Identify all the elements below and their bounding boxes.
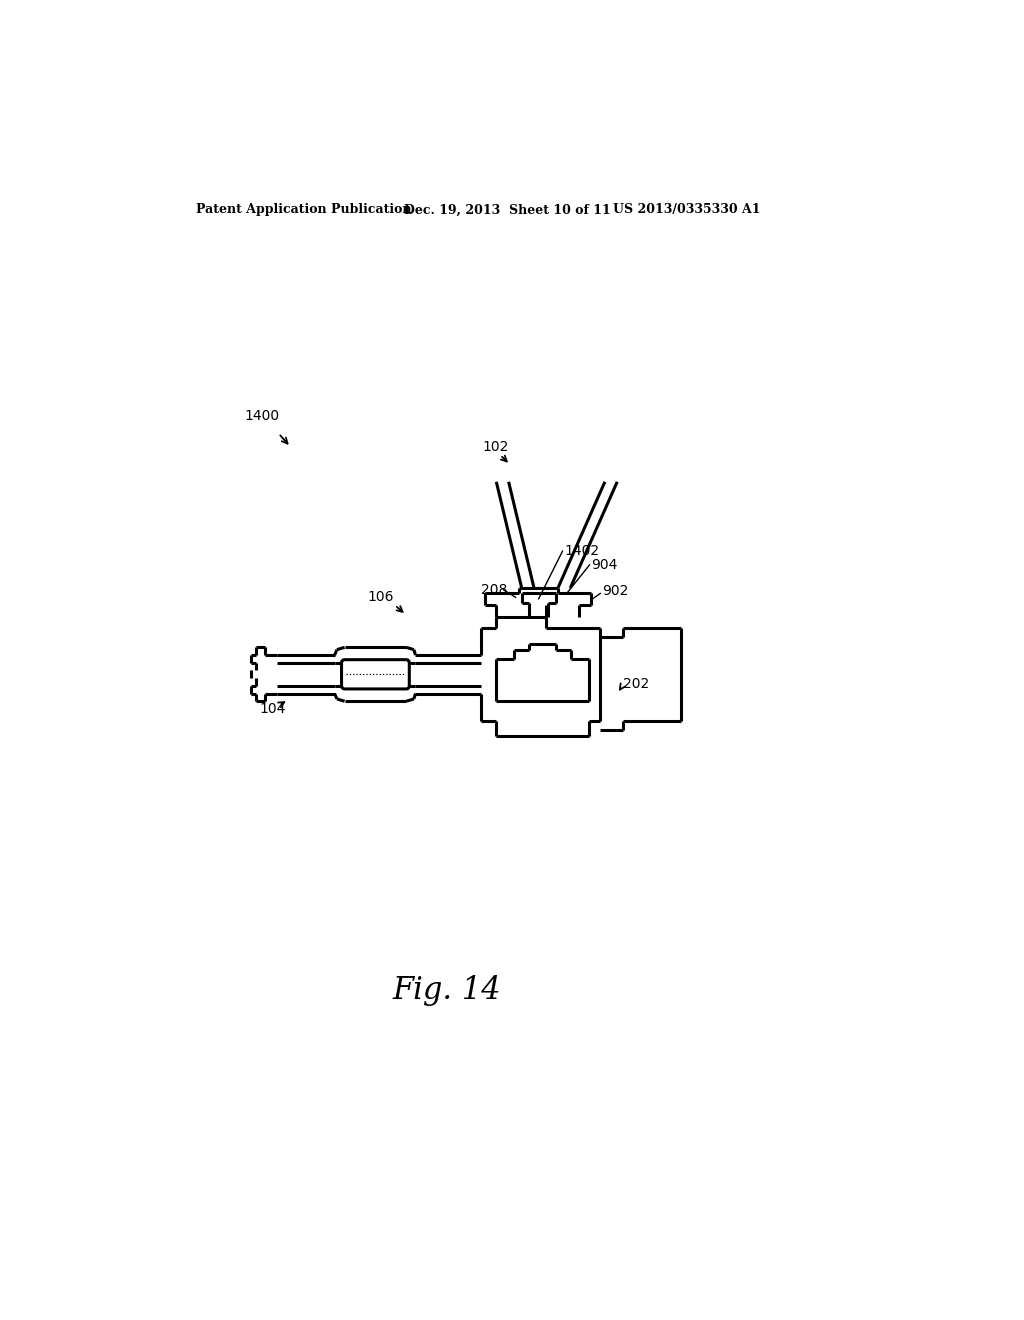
Text: Fig. 14: Fig. 14 — [392, 974, 501, 1006]
Text: Patent Application Publication: Patent Application Publication — [196, 203, 412, 216]
Text: 904: 904 — [591, 558, 617, 572]
Text: 104: 104 — [260, 702, 287, 715]
Text: 208: 208 — [481, 582, 507, 597]
Text: 1402: 1402 — [564, 544, 599, 558]
Text: 902: 902 — [602, 585, 628, 598]
Text: 106: 106 — [368, 590, 394, 605]
Text: 1400: 1400 — [245, 409, 280, 424]
Text: US 2013/0335330 A1: US 2013/0335330 A1 — [613, 203, 761, 216]
Text: Dec. 19, 2013  Sheet 10 of 11: Dec. 19, 2013 Sheet 10 of 11 — [403, 203, 610, 216]
FancyBboxPatch shape — [342, 660, 410, 689]
Text: 102: 102 — [482, 440, 509, 454]
Text: 202: 202 — [624, 677, 649, 690]
